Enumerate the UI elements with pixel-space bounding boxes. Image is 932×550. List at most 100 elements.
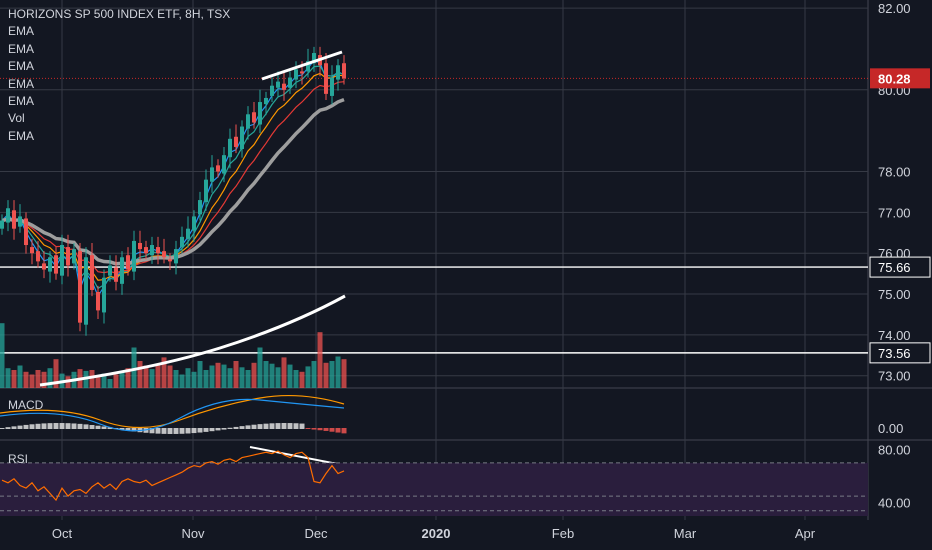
volume-bar	[179, 374, 185, 388]
ema-line	[1, 65, 345, 290]
volume-bar	[89, 370, 95, 388]
volume-ema-line	[39, 294, 346, 387]
candle-body	[216, 165, 220, 172]
level-badge	[869, 342, 931, 364]
legend-ema-1[interactable]: EMA	[8, 24, 35, 39]
candle-body	[96, 292, 100, 311]
volume-bar	[257, 347, 263, 388]
legend-ema-4[interactable]: EMA	[8, 76, 35, 91]
rsi-label[interactable]: RSI	[8, 452, 29, 466]
candle-body	[330, 77, 334, 96]
volume-bar	[203, 370, 209, 388]
candle-body	[204, 179, 208, 203]
macd-histogram-bar	[317, 428, 323, 431]
candle-body	[120, 257, 124, 284]
volume-bar	[23, 371, 29, 388]
candle-body	[276, 81, 280, 88]
volume-bar	[17, 365, 23, 388]
candle-body	[312, 53, 316, 64]
macd-histogram-bar	[185, 428, 191, 434]
volume-bar	[275, 367, 281, 388]
candle-body	[210, 167, 214, 182]
macd-histogram-bar	[65, 423, 71, 429]
volume-bar	[155, 363, 161, 388]
time-tick-label[interactable]: Dec	[304, 526, 328, 541]
macd-histogram-bar	[251, 424, 257, 429]
volume-bar	[221, 364, 227, 388]
macd-histogram-bar	[53, 423, 59, 429]
volume-bar	[317, 332, 323, 388]
time-axis[interactable]: Oct Nov Dec 2020 Feb Mar Apr	[52, 526, 816, 541]
volume-bar	[329, 361, 335, 388]
volume-bar	[209, 365, 215, 388]
candle-body	[156, 247, 160, 254]
legend-ema-5[interactable]: EMA	[8, 94, 35, 109]
candle-body	[234, 136, 238, 147]
macd-histogram-bar	[305, 428, 311, 430]
legend-vol[interactable]: Vol	[8, 111, 25, 126]
volume-bar	[191, 371, 197, 388]
candle-body	[144, 247, 148, 254]
candle-body	[60, 245, 64, 276]
legend-ema-6[interactable]: EMA	[8, 128, 35, 143]
candle-body	[222, 155, 226, 174]
candle-body	[114, 267, 118, 282]
volume-bar	[287, 364, 293, 388]
macd-histogram-bar	[95, 425, 101, 429]
time-tick-label[interactable]: Feb	[552, 526, 574, 541]
volume-bar	[239, 367, 245, 388]
macd-histogram-bar	[155, 428, 161, 434]
ema-line	[1, 97, 345, 266]
time-tick-label[interactable]: Mar	[674, 526, 697, 541]
candle-body	[18, 216, 22, 227]
price-tick-label: 73.00	[878, 369, 911, 384]
candle-body	[72, 249, 76, 264]
volume-bar	[269, 363, 275, 388]
time-tick-label[interactable]: Nov	[181, 526, 205, 541]
rsi-pane	[0, 450, 868, 516]
rsi-line	[1, 450, 345, 502]
candle-body	[162, 251, 166, 258]
volume-bar	[125, 368, 131, 388]
macd-histogram-bar	[293, 423, 299, 429]
candle-body	[258, 102, 262, 125]
volume-bar	[185, 368, 191, 388]
candle-body	[180, 236, 184, 248]
chart-title: HORIZONS SP 500 INDEX ETF, 8H, TSX	[8, 7, 231, 21]
time-tick-label[interactable]: Oct	[52, 526, 73, 541]
horizontal-levels[interactable]	[0, 77, 868, 354]
candle-body	[228, 138, 232, 158]
price-axis[interactable]: 82.0080.0078.0077.0076.0075.0074.0073.00…	[869, 1, 931, 511]
volume-bar	[215, 362, 221, 388]
price-tick-label: 78.00	[878, 164, 911, 179]
macd-histogram-bar	[215, 428, 221, 431]
volume-bar	[137, 361, 143, 388]
macd-line	[0, 398, 345, 432]
legend-ema-3[interactable]: EMA	[8, 59, 35, 74]
price-tick-label: 75.00	[878, 287, 911, 302]
macd-histogram-bar	[203, 428, 209, 432]
level-badge	[869, 256, 931, 278]
candle-body	[252, 112, 256, 123]
macd-histogram-bar	[101, 426, 107, 429]
time-tick-label[interactable]: Apr	[795, 526, 816, 541]
volume-bar	[197, 361, 203, 388]
time-tick-label[interactable]: 2020	[422, 526, 451, 541]
volume-bar	[233, 361, 239, 388]
macd-histogram-bar	[71, 423, 77, 429]
candle-body	[240, 126, 244, 150]
candle-body	[132, 240, 136, 272]
volume-bar	[95, 377, 101, 388]
candle-body	[246, 114, 250, 129]
macd-pane	[0, 394, 347, 434]
macd-label[interactable]: MACD	[8, 398, 44, 412]
candlesticks[interactable]	[0, 46, 346, 336]
macd-histogram-bar	[11, 426, 17, 429]
volume-bar	[53, 359, 59, 388]
candle-body	[342, 63, 346, 79]
legend-ema-2[interactable]: EMA	[8, 41, 35, 56]
macd-tick-label: 0.00	[878, 421, 903, 436]
rsi-band	[0, 462, 868, 516]
last-price-label: 80.28	[878, 71, 911, 86]
